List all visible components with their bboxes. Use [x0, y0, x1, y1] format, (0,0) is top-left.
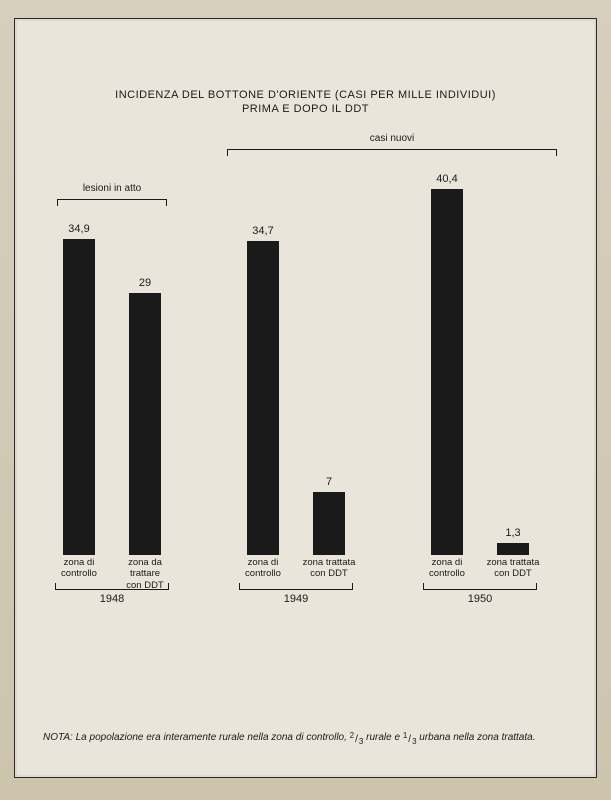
- xlabel-l1: zona di: [432, 557, 463, 568]
- xlabel-l1: zona di: [248, 557, 279, 568]
- bracket-casi-nuovi: [227, 149, 557, 156]
- bar-value-1949-controllo: 34,7: [238, 225, 288, 237]
- year-1949: 1949: [239, 593, 353, 605]
- bar-1950-controllo: [431, 189, 463, 555]
- year-bracket-1948: [55, 583, 169, 590]
- xlabel-1949-ddt: zona trattata con DDT: [297, 557, 361, 580]
- footnote-label: NOTA:: [43, 732, 73, 743]
- bars-plot: 34,9 29 34,7 7 40,4 1,3: [47, 175, 564, 555]
- x-axis-labels: zona di controllo zona da trattare con D…: [47, 555, 564, 615]
- chart-title-line1: INCIDENZA DEL BOTTONE D'ORIENTE (CASI PE…: [43, 89, 568, 101]
- xlabel-l2: controllo: [429, 568, 465, 579]
- bar-1948-controllo: [63, 239, 95, 555]
- page-outer: INCIDENZA DEL BOTTONE D'ORIENTE (CASI PE…: [0, 0, 611, 800]
- chart-area: lesioni in atto casi nuovi 34,9 29 34,7: [47, 145, 564, 615]
- xlabel-l1: zona trattata: [487, 557, 540, 568]
- bar-value-1950-ddt: 1,3: [488, 527, 538, 539]
- fraction-1-3: 1/3: [403, 731, 417, 747]
- bar-1949-ddt: [313, 492, 345, 555]
- xlabel-l2: controllo: [61, 568, 97, 579]
- bar-1949-controllo: [247, 241, 279, 555]
- xlabel-1949-controllo: zona di controllo: [231, 557, 295, 580]
- xlabel-1948-controllo: zona di controllo: [47, 557, 111, 580]
- xlabel-l1: zona da trattare: [128, 557, 162, 579]
- year-bracket-1949: [239, 583, 353, 590]
- bar-value-1950-controllo: 40,4: [422, 173, 472, 185]
- bar-1950-ddt: [497, 543, 529, 555]
- bar-value-1948-controllo: 34,9: [54, 223, 104, 235]
- bar-value-1949-ddt: 7: [304, 476, 354, 488]
- footnote-text-before: La popolazione era interamente rurale ne…: [73, 732, 350, 743]
- annotation-casi-nuovi: casi nuovi: [227, 133, 557, 144]
- footnote: NOTA: La popolazione era interamente rur…: [43, 731, 568, 747]
- xlabel-l2: controllo: [245, 568, 281, 579]
- xlabel-1950-controllo: zona di controllo: [415, 557, 479, 580]
- chart-title-line2: PRIMA E DOPO IL DDT: [43, 103, 568, 115]
- xlabel-l2: con DDT: [494, 568, 531, 579]
- footnote-text-after: urbana nella zona trattata.: [417, 732, 536, 743]
- year-bracket-1950: [423, 583, 537, 590]
- photo-frame: INCIDENZA DEL BOTTONE D'ORIENTE (CASI PE…: [14, 18, 597, 778]
- year-1948: 1948: [55, 593, 169, 605]
- year-1950: 1950: [423, 593, 537, 605]
- xlabel-1950-ddt: zona trattata con DDT: [481, 557, 545, 580]
- footnote-text-mid: rurale e: [363, 732, 402, 743]
- fraction-2-3: 2/3: [350, 731, 364, 747]
- xlabel-l2: con DDT: [310, 568, 347, 579]
- xlabel-l1: zona di: [64, 557, 95, 568]
- xlabel-l1: zona trattata: [303, 557, 356, 568]
- bar-1948-ddt: [129, 293, 161, 555]
- bar-value-1948-ddt: 29: [120, 277, 170, 289]
